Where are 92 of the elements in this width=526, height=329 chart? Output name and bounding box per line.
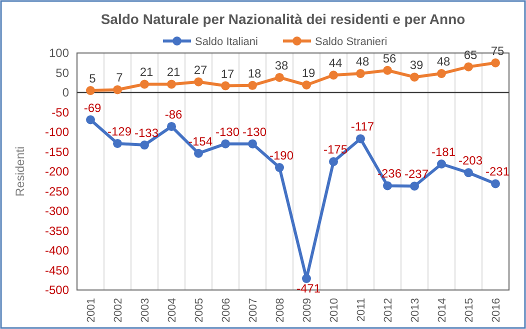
point xyxy=(356,134,365,144)
point xyxy=(86,115,95,124)
y-tick-label: -250 xyxy=(44,184,70,198)
x-tick-label: 2011 xyxy=(355,298,368,322)
x-tick-label: 2016 xyxy=(490,298,502,322)
y-tick-label: -450 xyxy=(44,263,70,278)
data-label: -154 xyxy=(188,134,213,148)
y-tick-label: -400 xyxy=(44,244,70,258)
point xyxy=(140,80,149,89)
point xyxy=(86,86,95,96)
y-tick-label: 50 xyxy=(56,66,70,80)
data-label: 5 xyxy=(89,72,96,86)
point xyxy=(491,58,500,68)
point xyxy=(221,81,230,90)
point xyxy=(329,70,338,80)
x-tick-label: 2010 xyxy=(328,298,340,322)
y-tick-label: -150 xyxy=(44,144,70,159)
x-tick-label: 2007 xyxy=(247,298,260,322)
point xyxy=(464,168,473,178)
y-tick-label: -50 xyxy=(52,105,70,120)
point xyxy=(275,163,284,172)
point xyxy=(437,159,446,168)
point xyxy=(383,181,392,190)
point xyxy=(302,80,311,90)
x-tick-label: 2006 xyxy=(220,298,232,322)
data-label: -129 xyxy=(107,124,132,138)
point xyxy=(194,148,203,158)
x-tick-label: 2012 xyxy=(382,298,394,322)
point xyxy=(302,274,311,284)
x-tick-label: 2004 xyxy=(166,298,178,322)
x-tick-label: 2005 xyxy=(193,298,206,322)
data-label: -130 xyxy=(215,124,240,139)
data-label: 48 xyxy=(356,54,370,69)
y-axis-title: Residenti xyxy=(13,146,27,197)
point xyxy=(248,139,257,148)
data-label: 19 xyxy=(302,66,316,80)
data-label: 27 xyxy=(194,62,208,77)
data-label: 17 xyxy=(220,66,234,81)
data-label: 48 xyxy=(436,54,450,69)
data-label: 56 xyxy=(382,51,396,66)
point xyxy=(248,80,257,90)
x-tick-label: 2008 xyxy=(274,298,286,322)
legend-label: Saldo Italiani xyxy=(195,36,258,48)
point xyxy=(356,69,365,78)
data-label: -181 xyxy=(431,144,456,159)
y-tick-label: 0 xyxy=(62,86,70,100)
point xyxy=(491,179,500,188)
y-tick-label: -200 xyxy=(44,164,70,179)
point xyxy=(437,69,446,78)
point xyxy=(410,72,419,82)
data-label: -190 xyxy=(269,148,294,163)
data-label: 21 xyxy=(140,65,154,80)
point xyxy=(221,139,230,148)
data-label: 18 xyxy=(248,66,262,80)
data-label: 7 xyxy=(116,70,124,85)
legend-label: Saldo Stranieri xyxy=(315,36,388,48)
point xyxy=(113,85,122,94)
point xyxy=(167,80,176,89)
data-label: 21 xyxy=(166,65,180,80)
y-tick-label: -500 xyxy=(44,283,70,298)
data-label: -86 xyxy=(164,107,182,122)
point xyxy=(113,138,122,148)
data-label: -133 xyxy=(134,126,159,140)
point xyxy=(275,72,284,82)
y-tick-label: -350 xyxy=(44,224,70,238)
y-tick-label: -100 xyxy=(44,125,70,140)
x-tick-label: 2013 xyxy=(409,298,422,322)
data-label: -117 xyxy=(350,120,374,134)
x-tick-label: 2015 xyxy=(463,298,476,322)
data-label: -175 xyxy=(323,142,348,157)
point xyxy=(329,157,338,166)
x-tick-label: 2002 xyxy=(112,298,124,322)
x-tick-label: 2014 xyxy=(436,298,448,322)
point xyxy=(194,77,203,86)
data-label: -237 xyxy=(404,167,429,182)
x-tick-label: 2009 xyxy=(301,298,314,322)
data-label: -130 xyxy=(242,124,267,139)
x-tick-label: 2001 xyxy=(85,298,98,322)
y-tick-label: -300 xyxy=(44,204,70,218)
point xyxy=(464,62,473,72)
point xyxy=(410,182,419,191)
y-tick-label: 100 xyxy=(48,46,70,60)
point xyxy=(140,140,149,150)
data-label: -69 xyxy=(84,100,102,115)
point xyxy=(167,122,176,131)
point xyxy=(383,66,392,75)
data-label: 39 xyxy=(410,58,424,72)
data-label: -203 xyxy=(458,154,483,168)
data-label: 44 xyxy=(328,56,342,70)
x-tick-label: 2003 xyxy=(139,298,152,322)
data-label: 38 xyxy=(274,58,288,72)
chart-title: Saldo Naturale per Nazionalità dei residenti e per Anno xyxy=(100,11,466,27)
